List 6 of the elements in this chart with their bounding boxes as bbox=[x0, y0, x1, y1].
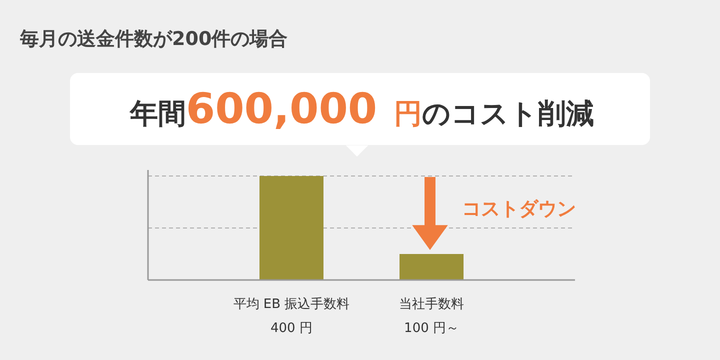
chart-title: 毎月の送金件数が200件の場合 bbox=[19, 28, 288, 50]
data-label: 400 円 bbox=[270, 321, 312, 336]
data-label: 100 円～ bbox=[404, 321, 459, 336]
annotation: コストダウン bbox=[462, 198, 576, 220]
x-tick-label: 当社手数料 bbox=[399, 297, 464, 312]
x-tick-label: 平均 EB 振込手数料 bbox=[233, 297, 350, 312]
